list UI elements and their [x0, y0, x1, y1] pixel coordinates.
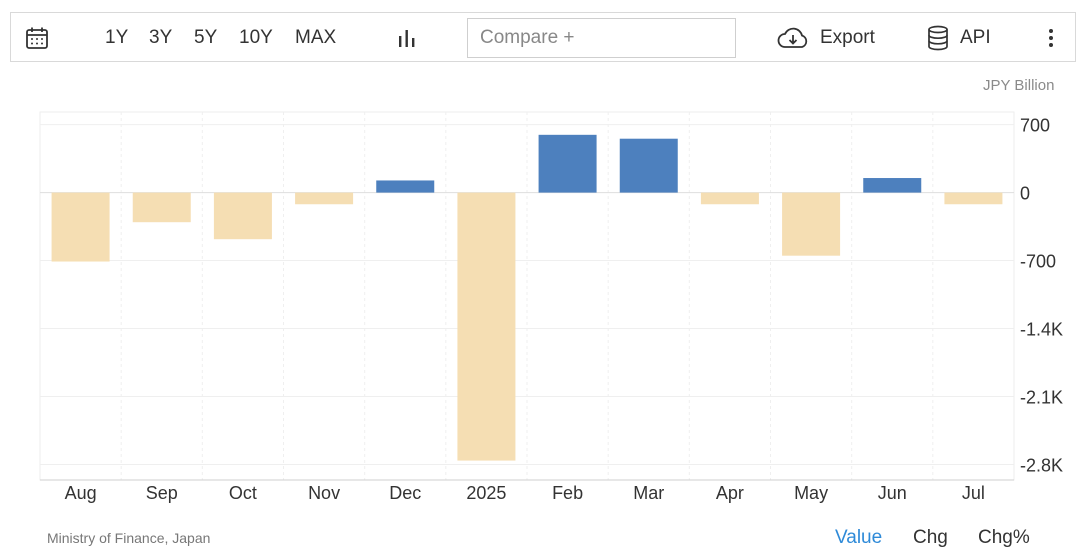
bar	[51, 192, 110, 262]
bar	[619, 138, 678, 193]
x-tick-label: Dec	[389, 483, 421, 503]
mode-chg-button[interactable]: Chg	[913, 527, 948, 548]
cloud-download-icon[interactable]	[777, 27, 809, 54]
y-tick-label: -2.1K	[1020, 387, 1063, 407]
unit-label: JPY Billion	[983, 77, 1055, 94]
export-button[interactable]: Export	[820, 27, 875, 48]
bar	[457, 192, 516, 461]
bar	[700, 192, 759, 205]
x-tick-label: May	[794, 483, 828, 503]
x-tick-label: Jul	[962, 483, 985, 503]
x-tick-label: Mar	[633, 483, 664, 503]
y-tick-label: -1.4K	[1020, 320, 1063, 340]
bar	[376, 180, 435, 193]
chart-toolbar: 1Y 3Y 5Y 10Y MAX Export API	[10, 12, 1076, 62]
bar	[538, 134, 597, 193]
x-tick-label: Aug	[65, 483, 97, 503]
compare-input[interactable]	[467, 18, 736, 58]
bar	[132, 192, 191, 223]
bar-chart-icon[interactable]	[397, 28, 417, 53]
bar	[944, 192, 1003, 205]
mode-value-button[interactable]: Value	[835, 527, 883, 548]
database-icon[interactable]	[927, 25, 949, 56]
x-tick-label: Jun	[878, 483, 907, 503]
y-tick-label: -2.8K	[1020, 455, 1063, 475]
y-tick-label: 0	[1020, 184, 1030, 204]
x-tick-label: Apr	[716, 483, 744, 503]
range-5y-button[interactable]: 5Y	[194, 27, 218, 48]
calendar-icon[interactable]	[25, 26, 49, 55]
api-button[interactable]: API	[960, 27, 991, 48]
bar	[295, 192, 354, 205]
y-tick-label: -700	[1020, 252, 1056, 272]
x-tick-label: Sep	[146, 483, 178, 503]
range-3y-button[interactable]: 3Y	[149, 27, 173, 48]
range-max-button[interactable]: MAX	[295, 27, 337, 48]
bar-chart: 700 0 -700 -1.4K -2.1K -2.8K Aug Sep Oct Nov Dec 20…	[39, 111, 1063, 503]
x-tick-label: 2025	[466, 483, 506, 503]
mode-chg-percent-button[interactable]: Chg%	[978, 527, 1030, 548]
x-tick-label: Nov	[308, 483, 340, 503]
range-10y-button[interactable]: 10Y	[239, 27, 273, 48]
source-label: Ministry of Finance, Japan	[47, 530, 211, 546]
x-tick-label: Oct	[229, 483, 257, 503]
range-1y-button[interactable]: 1Y	[105, 27, 129, 48]
bar	[863, 178, 922, 193]
y-tick-label: 700	[1020, 116, 1050, 136]
more-vertical-icon[interactable]	[1047, 28, 1055, 53]
x-tick-label: Feb	[552, 483, 583, 503]
bar	[782, 192, 841, 256]
bar	[213, 192, 272, 240]
